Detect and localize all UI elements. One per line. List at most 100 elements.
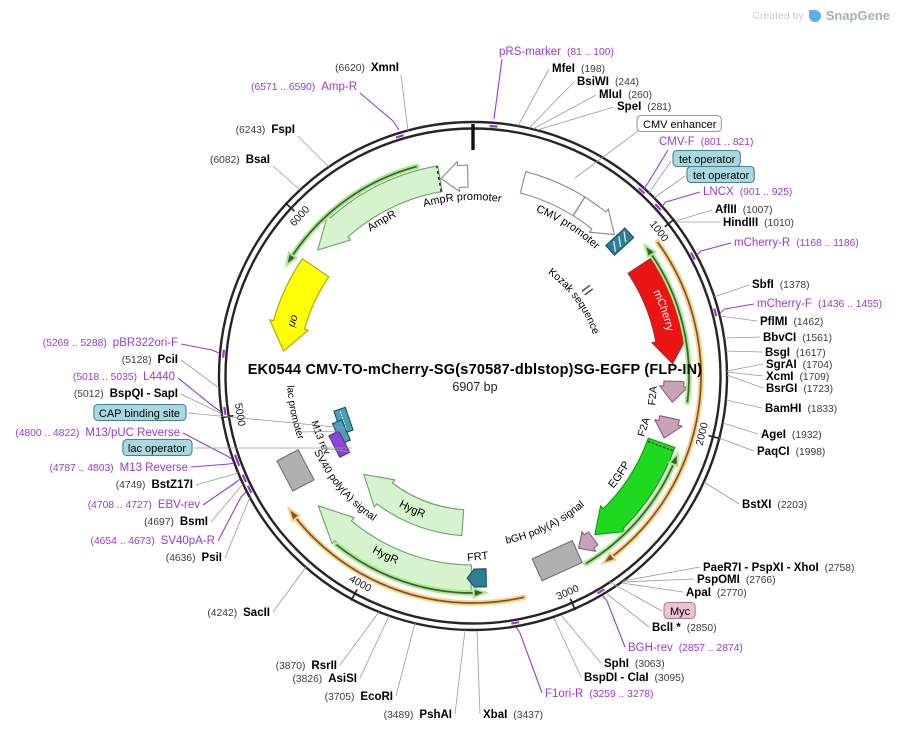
scale-tick-6000: [284, 202, 295, 212]
feature-f2a-1[interactable]: [659, 380, 689, 403]
label-rsrii[interactable]: (3870) RsrII: [276, 660, 337, 672]
label-m13-puc-reverse[interactable]: (4800 .. 4822) M13/pUC Reverse: [15, 427, 180, 439]
label-m13-reverse[interactable]: (4787 .. 4803) M13 Reverse: [49, 462, 188, 474]
created-by-text: Created by: [752, 9, 804, 22]
label-agei[interactable]: AgeI (1932): [761, 429, 822, 441]
label-bsrgi[interactable]: BsrGI (1723): [766, 383, 833, 395]
label-pshai[interactable]: (3489) PshAI: [384, 709, 452, 721]
label-tet-operator-1[interactable]: tet operator: [672, 149, 741, 168]
leader-ecori: [395, 622, 416, 697]
label-ecori[interactable]: (3705) EcoRI: [325, 691, 393, 703]
scale-label-5000: 5000: [232, 402, 248, 427]
label-spei[interactable]: SpeI (281): [617, 101, 671, 113]
label-paer7i-pspxi-xhoi[interactable]: PaeR7I - PspXI - XhoI (2758): [703, 562, 854, 574]
label-bsgi[interactable]: BsgI (1617): [765, 347, 826, 359]
feature-f2a-2[interactable]: [654, 415, 683, 439]
label-lncx[interactable]: LNCX (901 .. 925): [703, 186, 792, 198]
label-ebv-rev[interactable]: (4708 .. 4727) EBV-rev: [88, 499, 201, 511]
tet-operator-feature-stripe: [618, 236, 622, 248]
label-mlui[interactable]: MluI (260): [599, 89, 652, 101]
label-cap-binding-site[interactable]: CAP binding site: [93, 403, 187, 422]
label-bsiwi[interactable]: BsiWI (244): [577, 76, 639, 88]
leader-tet-operator-2: [653, 175, 686, 199]
leader-bamhi: [725, 399, 763, 409]
label-sacii[interactable]: (4242) SacII: [207, 607, 270, 619]
label-myc[interactable]: Myc: [663, 601, 696, 620]
leader-xmni: [400, 74, 409, 132]
scale-tick-3000: [569, 598, 577, 611]
m13-rev-box[interactable]: [328, 430, 351, 459]
leader-mcherry-r: [696, 242, 732, 256]
label-tet-operator-2-text: tet operator: [693, 170, 750, 182]
tet-operator-feature[interactable]: [604, 227, 635, 256]
feature-label-f2a: F2A: [636, 416, 653, 438]
label-cmv-enhancer[interactable]: CMV enhancer: [636, 114, 722, 133]
feature-frt[interactable]: [466, 568, 487, 588]
label-xmni[interactable]: (6620) XmnI: [335, 62, 399, 74]
label-myc-text: Myc: [670, 606, 691, 618]
label-bgh-rev[interactable]: BGH-rev (2857 .. 2874): [628, 642, 743, 654]
feature-hygr-1[interactable]: [363, 473, 465, 537]
m13rev-label-leader: [319, 447, 352, 453]
label-bamhi[interactable]: BamHI (1833): [765, 403, 837, 415]
label-bsmi[interactable]: (4697) BsmI: [144, 516, 208, 528]
label-sbfi[interactable]: SbfI (1378): [752, 279, 810, 291]
kozak-sequence-mark[interactable]: [581, 284, 594, 296]
feature-myc-tag[interactable]: [577, 531, 599, 552]
label-xbai[interactable]: XbaI (3437): [483, 709, 543, 721]
label-pcii[interactable]: (5128) PciI: [122, 354, 178, 366]
label-pspomi[interactable]: PspOMI (2766): [697, 574, 776, 586]
cap-binding-box-dots: [339, 410, 348, 431]
label-mcherry-r[interactable]: mCherry-R (1168 .. 1186): [734, 237, 859, 249]
leader-bsmi: [210, 483, 244, 523]
snapgene-brand-text: SnapGene: [825, 8, 890, 23]
leader-bspqi-sapi: [180, 393, 223, 415]
label-pbr322ori-f[interactable]: (5269 .. 5288) pBR322ori-F: [43, 337, 178, 349]
leader-bstxi: [703, 481, 740, 505]
label-bcli[interactable]: BclI * (2850): [652, 622, 717, 634]
label-asisi[interactable]: (3826) AsiSI: [292, 673, 357, 685]
leader-spei: [536, 106, 615, 131]
label-amp-r[interactable]: (6571 .. 6590) Amp-R: [251, 81, 357, 93]
label-lac-operator[interactable]: lac operator: [122, 438, 193, 457]
label-apai[interactable]: ApaI (2770): [686, 587, 747, 599]
feature-ori[interactable]: [269, 258, 330, 352]
bgh-polya-box[interactable]: [531, 539, 583, 582]
label-l4440[interactable]: (5018 .. 5035) L4440: [73, 371, 175, 383]
feature-label-lac-promoter: lac promoter: [284, 385, 306, 441]
label-fspi[interactable]: (6243) FspI: [236, 124, 295, 136]
label-sv40pa-r[interactable]: (4654 .. 4673) SV40pA-R: [91, 535, 215, 547]
label-bspqi-sapi[interactable]: (5012) BspQI - SapI: [74, 388, 178, 400]
orf-arc-down-right: [609, 241, 702, 559]
label-paqci[interactable]: PaqCI (1998): [757, 446, 825, 458]
label-sgrai[interactable]: SgrAI (1704): [766, 359, 832, 371]
label-bspdi-clai[interactable]: BspDI - ClaI (3095): [584, 672, 684, 684]
label-xcmi[interactable]: XcmI (1709): [766, 371, 829, 383]
feature-egfp[interactable]: [594, 437, 676, 536]
label-sphi[interactable]: SphI (3063): [604, 658, 665, 670]
label-hindiii[interactable]: HindIII (1010): [723, 217, 794, 229]
ampr-dashed-divider: [436, 165, 442, 192]
label-bstz17i[interactable]: (4749) BstZ17I: [116, 479, 193, 491]
label-cmv-f[interactable]: CMV-F (801 .. 821): [659, 136, 753, 148]
label-mcherry-f[interactable]: mCherry-F (1436 .. 1455): [757, 298, 882, 310]
lacprom-label-leader: [299, 430, 343, 433]
label-prs-marker[interactable]: pRS-marker (81 .. 100): [499, 46, 614, 58]
label-psii[interactable]: (4636) PsiI: [166, 552, 222, 564]
feature-ampr-promoter[interactable]: [440, 161, 469, 193]
label-f1ori-r[interactable]: F1ori-R (3259 .. 3278): [545, 688, 653, 700]
label-bstxi[interactable]: BstXI (2203): [742, 499, 807, 511]
label-bsai[interactable]: (6082) BsaI: [210, 154, 270, 166]
label-pflmi[interactable]: PflMI (1462): [760, 316, 823, 328]
label-mfei[interactable]: MfeI (198): [552, 63, 605, 75]
label-aflii[interactable]: AflII (1007): [715, 204, 773, 216]
label-tet-operator-2[interactable]: tet operator: [686, 165, 755, 184]
feature-ampr[interactable]: [317, 165, 443, 251]
leader-mlui: [532, 94, 597, 130]
primer-tick: [511, 621, 520, 625]
feature-cmv-enhancer-promoter[interactable]: [519, 171, 615, 236]
label-bbvci[interactable]: BbvCI (1561): [763, 332, 832, 344]
sv40-polya-box[interactable]: [276, 449, 315, 492]
leader-m13-puc-reverse: [182, 432, 233, 460]
orf-arc-bottom-right-arrowhead: [472, 587, 489, 599]
